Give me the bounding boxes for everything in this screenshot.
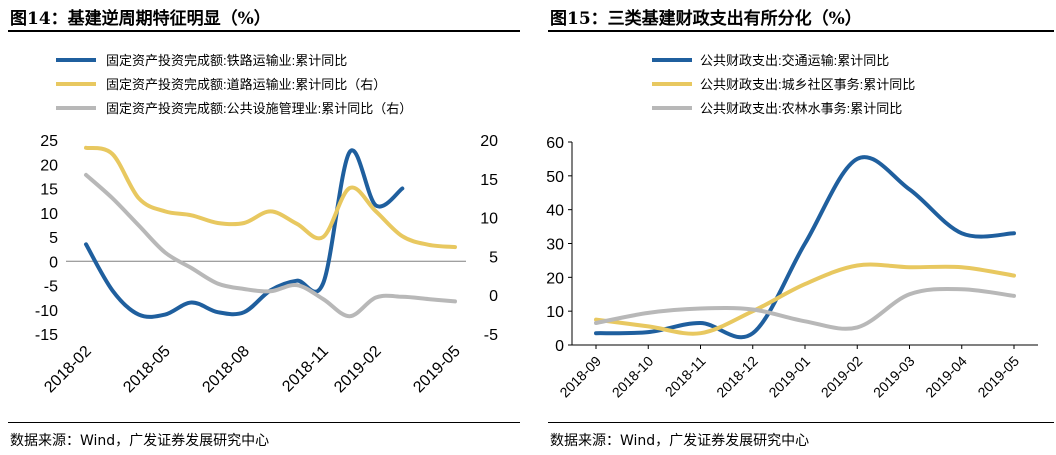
right-y-tick-1: 60 [546, 135, 564, 152]
left-footer-rule [8, 422, 520, 423]
right-y-tick-7: 0 [555, 338, 564, 355]
right-axis-y-tick-6: -5 [484, 327, 498, 344]
left-y-tick-1: 25 [40, 133, 58, 150]
right-x-tick-7: 2019-03 [870, 353, 918, 401]
right-axis-y-tick-5: 0 [489, 288, 498, 305]
right-footer-rule [548, 422, 1054, 423]
right-axis-y-tick-4: 5 [489, 249, 498, 266]
left-x-tick-5: 2019-02 [331, 343, 385, 397]
left-y-tick-7: -5 [44, 279, 58, 296]
right-x-tick-8: 2019-04 [922, 353, 970, 401]
left-y-tick-2: 20 [40, 157, 58, 174]
left-x-tick-2: 2018-05 [120, 343, 174, 397]
left-y-tick-6: 0 [49, 254, 58, 271]
right-series-line-3 [594, 286, 1016, 331]
left-x-tick-6: 2019-05 [410, 343, 464, 397]
left-legend-label-1: 固定资产投资完成额:铁路运输业:累计同比 [106, 53, 347, 68]
right-legend-label-3: 公共财政支出:农林水事务:累计同比 [700, 101, 902, 116]
right-x-tick-2: 2018-10 [609, 353, 657, 401]
right-chart-panel: 图15：三类基建财政支出有所分化（%） 公共财政支出:交通运输:累计同比 公共财政… [540, 0, 1056, 455]
left-y-tick-9: -15 [35, 327, 58, 344]
right-y-tick-5: 20 [546, 270, 564, 287]
right-chart-title: 图15：三类基建财政支出有所分化（%） [550, 9, 862, 29]
right-source-note: 数据来源：Wind，广发证券发展研究中心 [550, 433, 810, 449]
right-series-line-1 [594, 155, 1016, 340]
right-series-line-2 [594, 262, 1016, 336]
right-x-tick-6: 2019-02 [818, 353, 866, 401]
right-legend-label-2: 公共财政支出:城乡社区事务:累计同比 [700, 77, 915, 92]
left-x-tick-4: 2018-11 [279, 343, 332, 396]
right-axis-y-tick-2: 15 [480, 172, 498, 189]
left-series-line-1 [84, 148, 405, 319]
left-line-chart: 固定资产投资完成额:铁路运输业:累计同比固定资产投资完成额:道路运输业:累计同比… [35, 53, 498, 397]
left-legend-label-2: 固定资产投资完成额:道路运输业:累计同比（右） [106, 77, 386, 92]
right-x-tick-4: 2018-12 [713, 353, 761, 401]
right-axis-y-tick-1: 20 [480, 133, 498, 150]
left-chart-panel: 图14：基建逆周期特征明显（%） 固定资产投资完成额:铁路运输业:累计同比 固定资… [8, 9, 520, 449]
right-y-tick-4: 30 [546, 237, 564, 254]
right-x-tick-5: 2019-01 [765, 353, 813, 401]
left-series-line-3 [84, 172, 457, 319]
right-line-chart: 公共财政支出:交通运输:累计同比公共财政支出:城乡社区事务:累计同比公共财政支出… [546, 53, 1038, 401]
right-y-tick-6: 10 [546, 304, 564, 321]
right-legend-label-1: 公共财政支出:交通运输:累计同比 [700, 53, 889, 68]
left-y-tick-4: 10 [40, 206, 58, 223]
right-y-tick-3: 40 [546, 203, 564, 220]
left-y-tick-3: 15 [40, 182, 58, 199]
left-y-tick-5: 5 [49, 230, 58, 247]
left-legend-label-3: 固定资产投资完成额:公共设施管理业:累计同比（右） [106, 101, 412, 116]
left-x-tick-3: 2018-08 [199, 343, 253, 397]
left-series-line-2 [84, 145, 457, 250]
right-x-tick-1: 2018-09 [556, 353, 604, 401]
right-title-rule [548, 30, 1054, 32]
left-y-tick-8: -10 [35, 303, 58, 320]
left-chart-title: 图14：基建逆周期特征明显（%） [10, 9, 271, 29]
left-source-note: 数据来源：Wind，广发证券发展研究中心 [10, 433, 270, 449]
right-axis-y-tick-3: 10 [480, 211, 498, 228]
right-y-tick-2: 50 [546, 169, 564, 186]
left-title-rule [8, 30, 520, 32]
right-x-tick-3: 2018-11 [662, 353, 709, 400]
left-x-tick-1: 2018-02 [41, 343, 95, 397]
right-x-tick-9: 2019-05 [974, 353, 1022, 401]
